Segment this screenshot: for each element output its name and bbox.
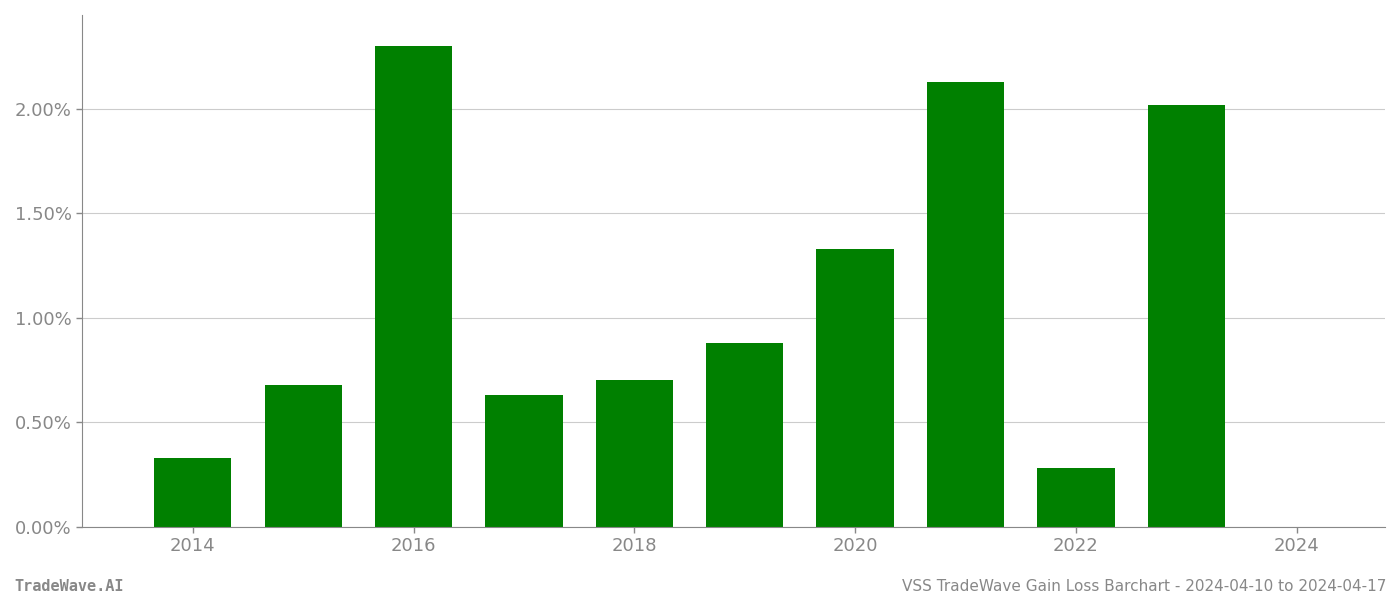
Bar (265, 385, 342, 527)
Text: VSS TradeWave Gain Loss Barchart - 2024-04-10 to 2024-04-17: VSS TradeWave Gain Loss Barchart - 2024-… (902, 579, 1386, 594)
Bar (375, 46, 452, 527)
Bar (154, 458, 231, 527)
Bar (927, 82, 1004, 527)
Bar (1148, 105, 1225, 527)
Bar (706, 343, 784, 527)
Text: TradeWave.AI: TradeWave.AI (14, 579, 123, 594)
Bar (1037, 468, 1114, 527)
Bar (486, 395, 563, 527)
Bar (596, 380, 673, 527)
Bar (816, 249, 893, 527)
